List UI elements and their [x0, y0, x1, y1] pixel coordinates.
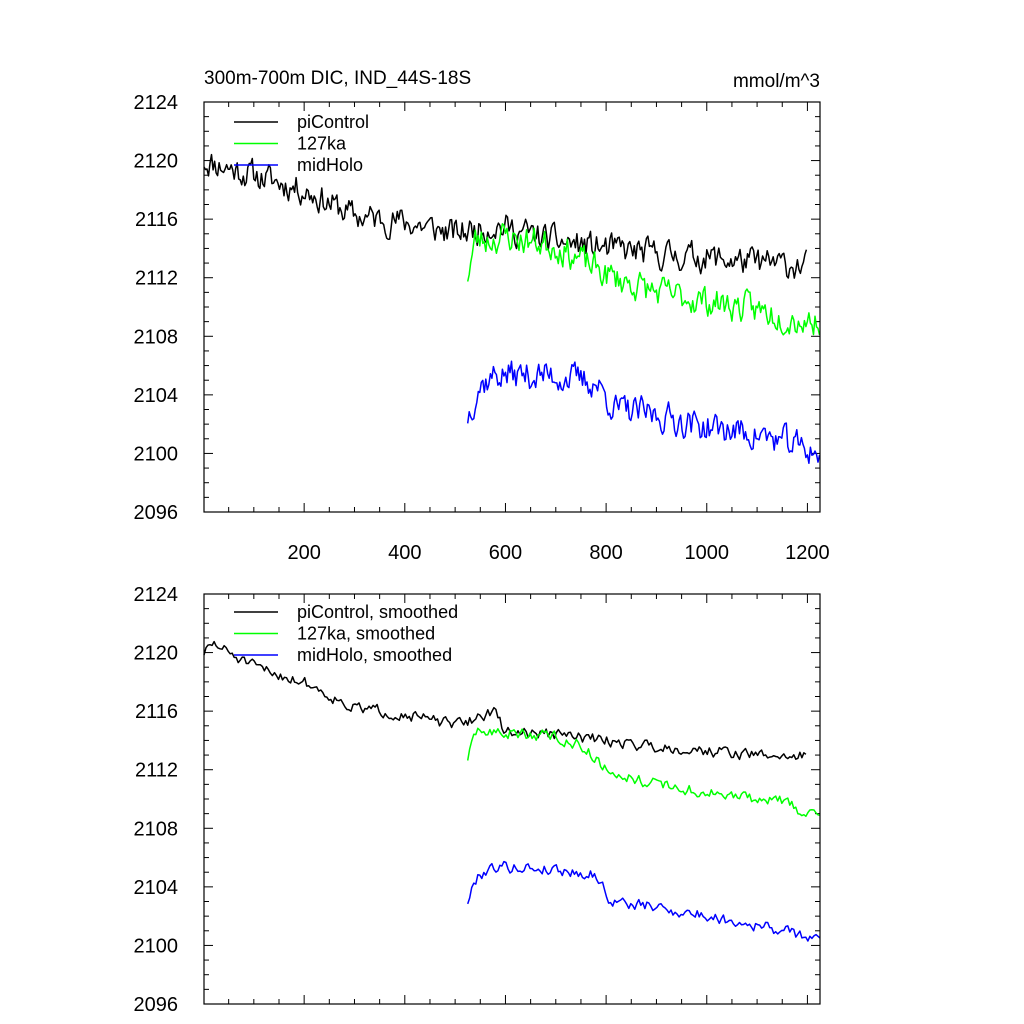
- y-tick-label: 2100: [134, 443, 179, 465]
- x-tick-label: 1200: [785, 542, 830, 564]
- y-tick-label: 2104: [134, 877, 179, 899]
- x-tick-label: 200: [287, 542, 320, 564]
- x-tick-label: 1000: [685, 542, 730, 564]
- y-tick-label: 2116: [135, 209, 178, 231]
- y-tick-label: 2108: [134, 326, 179, 348]
- y-tick-label: 2120: [134, 151, 179, 173]
- y-tick-label: 2096: [134, 994, 179, 1016]
- y-tick-label: 2096: [134, 502, 179, 524]
- series-line-127ka-smoothed: [466, 727, 821, 818]
- legend-label: 127ka: [297, 134, 347, 154]
- x-tick-label: 800: [589, 542, 622, 564]
- y-tick-label: 2112: [135, 760, 178, 782]
- top-series-lines: [203, 153, 821, 465]
- legend-label: piControl, smoothed: [297, 602, 458, 622]
- legend-label: midHolo, smoothed: [297, 645, 452, 665]
- bottom-series-lines: [203, 640, 821, 942]
- y-tick-label: 2108: [134, 818, 179, 840]
- bottom-panel: 2096 2100 2104 2108 2112 2116 2120 2124 piContr…: [134, 584, 821, 1016]
- legend-label: piControl: [297, 112, 369, 132]
- bottom-axis-ticks: 2096 2100 2104 2108 2112 2116 2120 2124: [134, 584, 820, 1016]
- legend-label: midHolo: [297, 155, 363, 175]
- y-tick-label: 2116: [135, 701, 178, 723]
- y-tick-label: 2100: [134, 935, 179, 957]
- y-tick-label: 2124: [134, 584, 179, 606]
- chart-title: 300m-700m DIC, IND_44S-18S: [204, 68, 471, 89]
- legend-label: 127ka, smoothed: [297, 624, 435, 644]
- series-line-127ka: [466, 223, 821, 336]
- series-line-picontrol: [203, 153, 808, 279]
- y-tick-label: 2124: [134, 92, 179, 114]
- series-line-picontrol-smoothed: [203, 640, 807, 761]
- y-tick-label: 2112: [135, 268, 178, 290]
- top-panel: 300m-700m DIC, IND_44S-18S mmol/m^3 2096…: [134, 68, 830, 564]
- y-tick-label: 2104: [134, 385, 179, 407]
- x-tick-label: 600: [489, 542, 522, 564]
- top-axis-ticks: 2096 2100 2104 2108 2112 2116 2120 2124 200 400 60…: [134, 92, 830, 564]
- bottom-plot-frame: [203, 593, 821, 1005]
- series-line-midholo-smoothed: [466, 860, 821, 942]
- top-plot-frame: [203, 101, 821, 513]
- units-label: mmol/m^3: [733, 71, 820, 92]
- series-line-midholo: [466, 360, 821, 465]
- x-tick-label: 400: [388, 542, 421, 564]
- y-tick-label: 2120: [134, 643, 179, 665]
